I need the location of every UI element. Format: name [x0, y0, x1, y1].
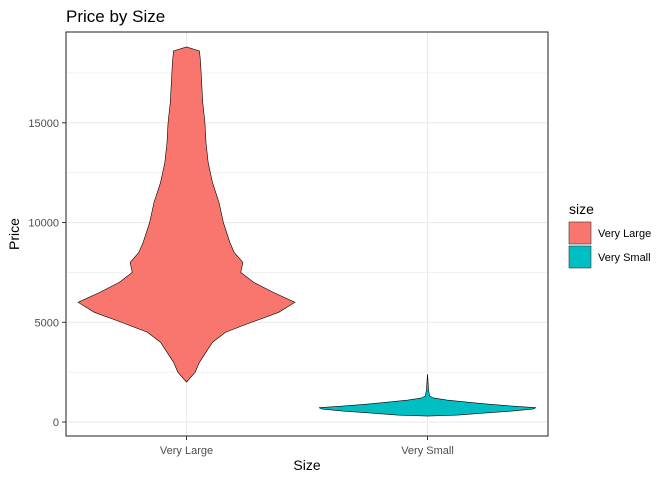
- x-axis: Very Large Very Small: [160, 436, 454, 457]
- violin-very-large: [77, 46, 296, 383]
- x-axis-title: Size: [293, 457, 320, 473]
- y-axis: 0 5000 10000 15000: [28, 118, 66, 429]
- x-tick-label: Very Large: [160, 445, 213, 457]
- plot-border: [65, 31, 549, 437]
- legend: size Very Large Very Small: [568, 201, 651, 269]
- legend-key: [568, 221, 592, 245]
- legend-label: Very Small: [598, 252, 651, 264]
- violin-very-small: [318, 374, 537, 417]
- y-tick-label: 10000: [28, 218, 59, 230]
- violins: [77, 46, 537, 417]
- legend-title: size: [569, 201, 594, 217]
- chart-title: Price by Size: [66, 7, 165, 26]
- x-tick-label: Very Small: [401, 445, 454, 457]
- plot-panel: [66, 32, 548, 436]
- y-tick-label: 15000: [28, 118, 59, 130]
- y-tick-label: 5000: [35, 317, 59, 329]
- legend-key: [568, 245, 592, 269]
- y-tick-label: 0: [53, 417, 59, 429]
- y-axis-title: Price: [6, 218, 22, 250]
- legend-label: Very Large: [598, 228, 651, 240]
